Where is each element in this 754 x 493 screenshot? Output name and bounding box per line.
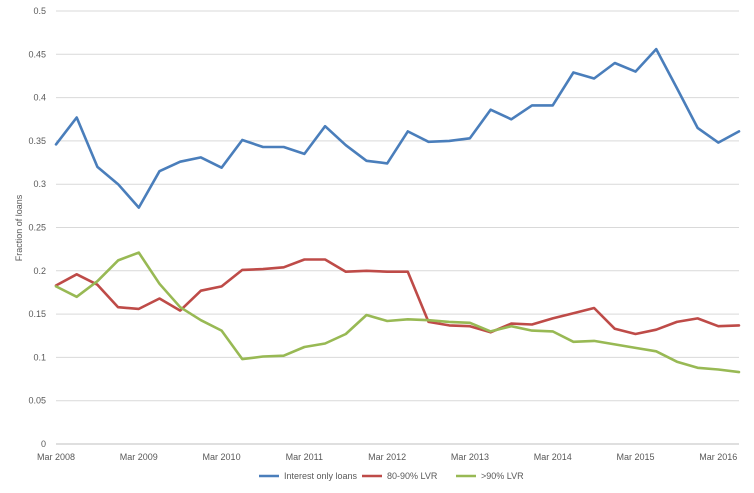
x-tick-label: Mar 2015	[616, 452, 654, 462]
series-line-0	[54, 47, 741, 209]
gridlines	[56, 10, 739, 445]
legend: Interest only loans 80-90% LVR >90% LVR	[259, 471, 524, 481]
y-tick-label: 0.45	[28, 49, 46, 59]
x-tick-label: Mar 2016	[699, 452, 737, 462]
y-tick-label: 0	[41, 439, 46, 449]
y-tick-label: 0.15	[28, 309, 46, 319]
y-axis-title: Fraction of loans	[14, 194, 24, 261]
y-tick-label: 0.1	[33, 352, 46, 362]
x-tick-label: Mar 2014	[534, 452, 572, 462]
y-tick-label: 0.05	[28, 396, 46, 406]
legend-label: >90% LVR	[481, 471, 524, 481]
y-axis-tick-labels: 0 0.05 0.1 0.15 0.2 0.25 0.3 0.35 0.4 0.45 0.5	[28, 6, 46, 449]
series-line-2	[54, 251, 741, 374]
x-tick-label: Mar 2010	[203, 452, 241, 462]
x-tick-label: Mar 2011	[286, 452, 323, 462]
y-tick-label: 0.5	[33, 6, 46, 16]
x-tick-label: Mar 2009	[120, 452, 158, 462]
x-axis-tick-labels: Mar 2008 Mar 2009 Mar 2010 Mar 2011 Mar 2012…	[37, 452, 737, 462]
y-tick-label: 0.35	[28, 136, 46, 146]
y-tick-label: 0.3	[33, 179, 46, 189]
series-lines	[54, 47, 741, 374]
y-tick-label: 0.25	[28, 223, 46, 233]
legend-label: 80-90% LVR	[387, 471, 438, 481]
x-tick-label: Mar 2008	[37, 452, 75, 462]
y-tick-label: 0.2	[33, 266, 46, 276]
y-tick-label: 0.4	[33, 93, 46, 103]
x-tick-label: Mar 2013	[451, 452, 489, 462]
series-line-1	[54, 258, 741, 336]
x-tick-label: Mar 2012	[368, 452, 406, 462]
legend-label: Interest only loans	[284, 471, 358, 481]
